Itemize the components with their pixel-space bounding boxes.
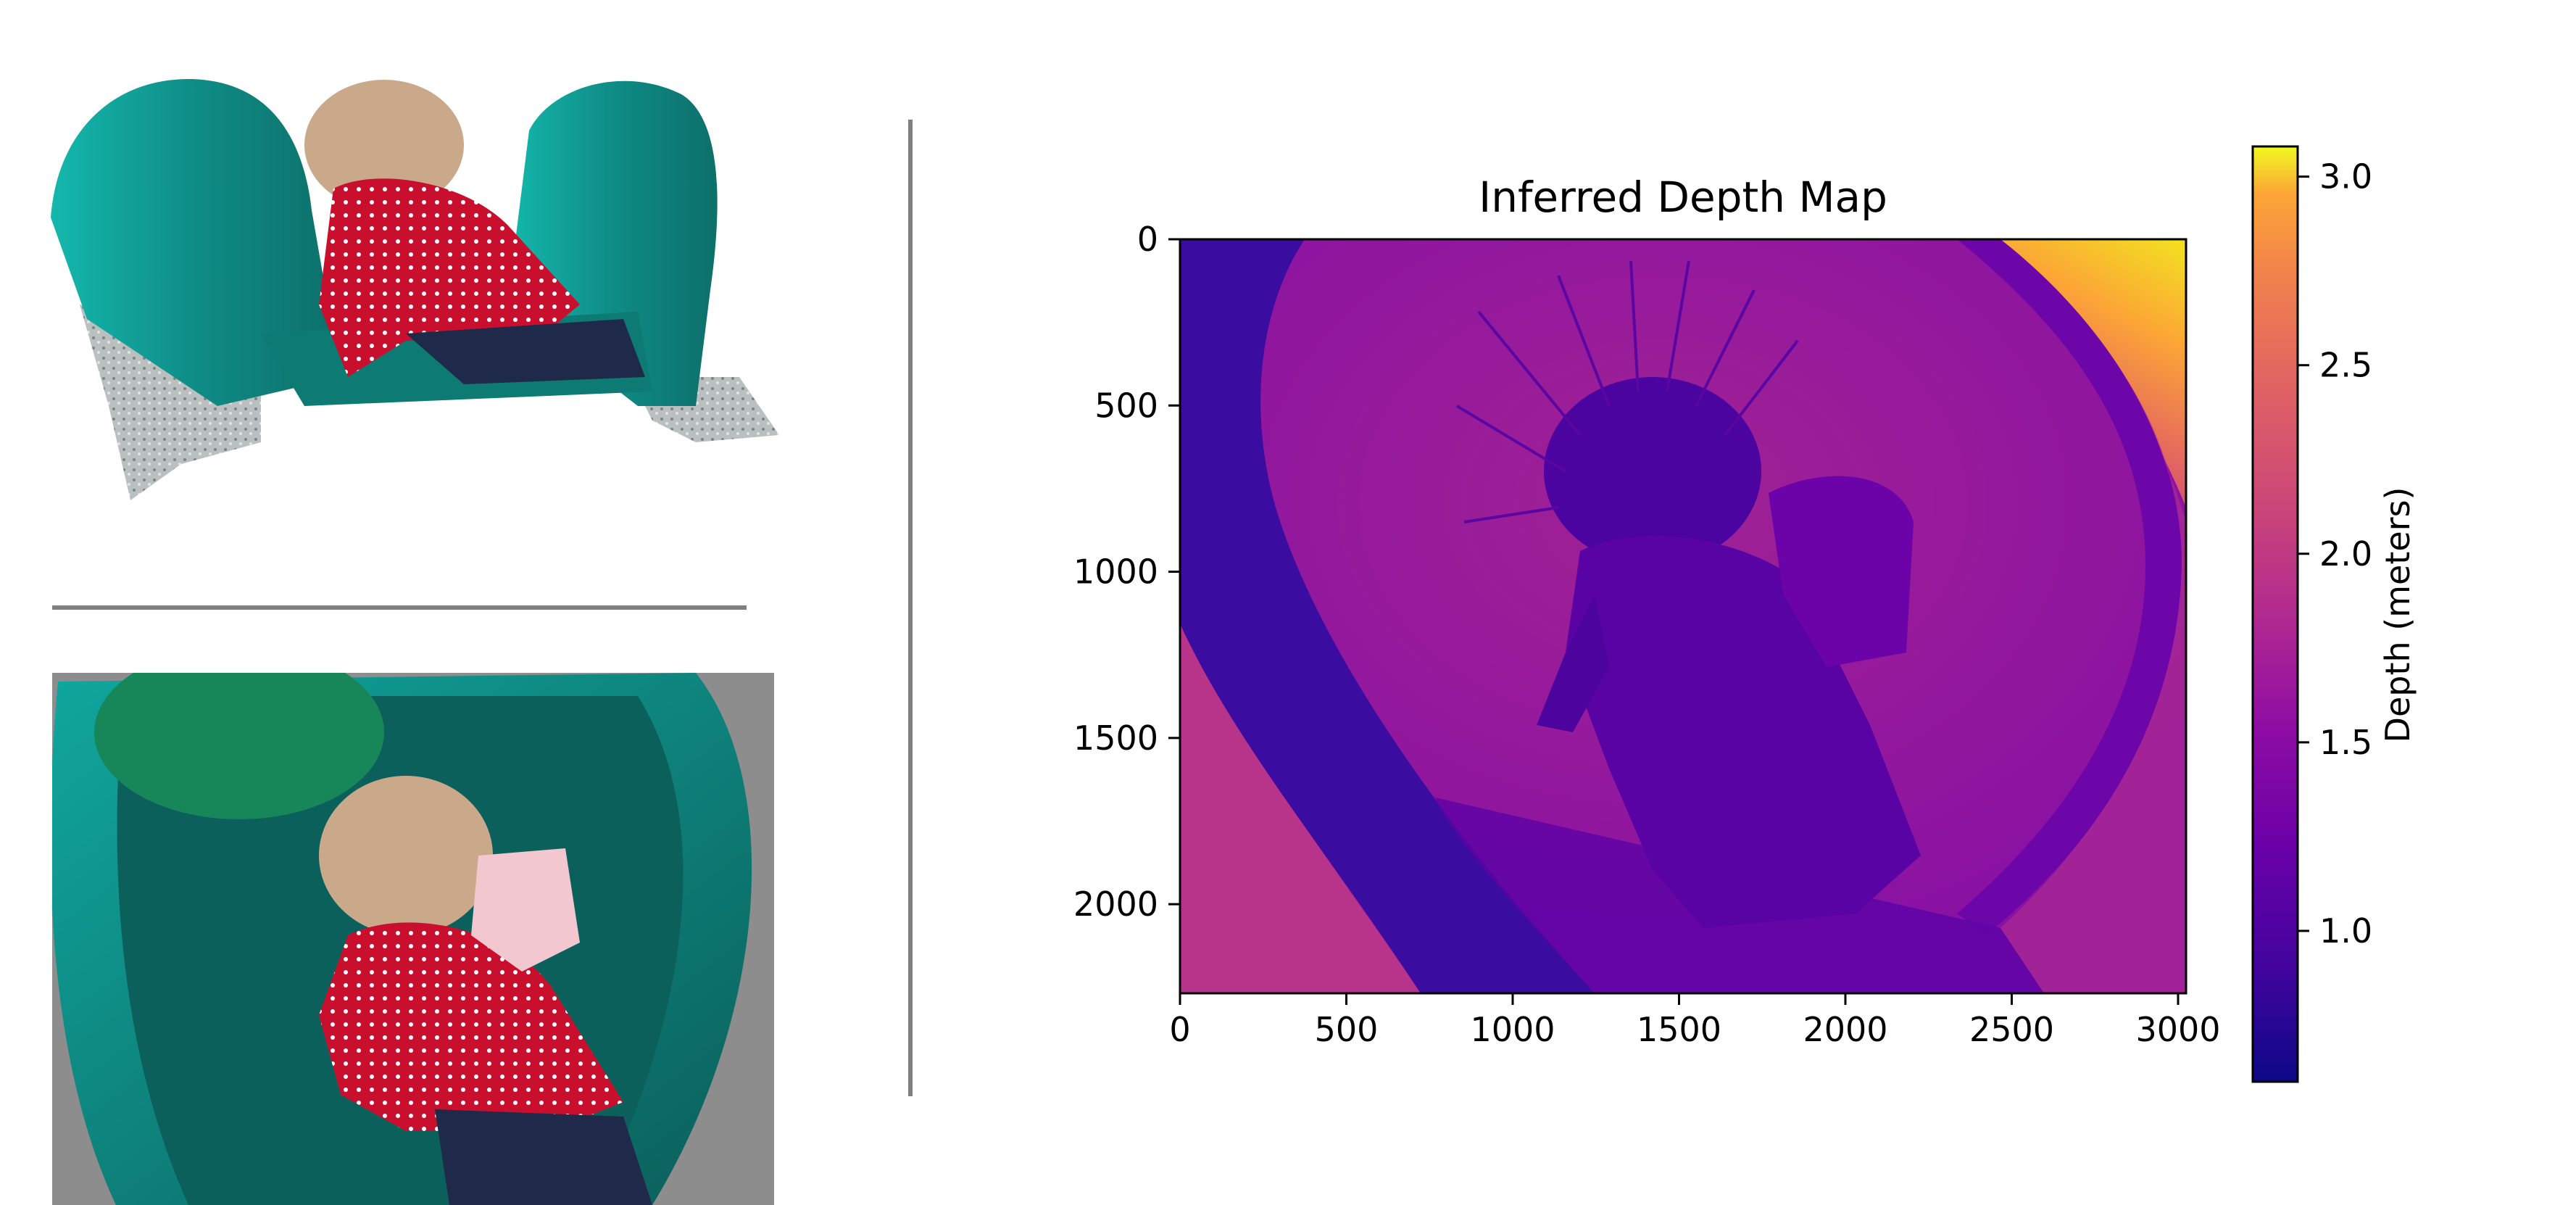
point-cloud-pants [406,319,645,384]
y-tick-label: 2000 [1073,885,1158,924]
x-tick-label: 2000 [1803,1010,1887,1049]
x-tick-label: 3000 [2135,1010,2220,1049]
heatmap-right-slide-band [1957,239,2182,935]
point-cloud-slide-left [51,79,341,406]
colorbar-ticks: 1.0 1.5 2.0 2.5 3.0 [2298,157,2372,951]
point-cloud-view [51,79,779,500]
x-tick-label: 2500 [1969,1010,2054,1049]
heatmap-right-rim [1986,239,2186,993]
colorbar-gradient [2251,145,2299,1083]
y-tick-label: 1000 [1073,552,1158,592]
slide-photo [52,673,774,1205]
point-cloud-hair [304,80,464,210]
photo-green-tube [94,673,384,819]
x-tick-label: 1000 [1470,1010,1555,1049]
x-tick-label: 1500 [1637,1010,1721,1049]
colorbar-tick-label: 1.5 [2319,723,2372,762]
y-axis-ticks: 0 500 1000 1500 2000 [1073,220,1180,924]
x-tick-label: 500 [1315,1010,1379,1049]
depth-heatmap [1180,239,2186,993]
y-tick-label: 1500 [1073,719,1158,758]
colorbar-tick-label: 3.0 [2319,157,2372,196]
colorbar-tick-label: 1.0 [2319,911,2372,951]
colorbar-tick-label: 2.5 [2319,346,2372,385]
y-tick-label: 0 [1137,220,1158,259]
photo-child-hair [319,776,493,935]
heatmap-child-arm [1537,595,1609,732]
heatmap-frame [1179,238,2187,995]
heatmap-hair-strands [1455,260,1799,523]
chart-title: Inferred Depth Map [1479,173,1887,222]
heatmap-child-head [1544,377,1761,566]
y-tick-label: 500 [1094,386,1158,425]
photo-child-jacket [319,922,623,1131]
x-tick-label: 0 [1169,1010,1190,1049]
heatmap-child-body [1566,536,1921,928]
photo-child-pants [435,1109,652,1205]
heatmap-child-backpack [1769,476,1914,667]
x-axis-ticks: 0 500 1000 1500 2000 2500 3000 [1169,993,2221,1049]
photo-backpack [471,848,580,972]
heatmap-top-right-ground [1986,239,2186,508]
colorbar-label: Depth (meters) [2378,487,2417,743]
heatmap-child-silhouette [1455,260,1921,928]
heatmap-left-rail [1180,239,1595,993]
heatmap-lower-left-ground [1180,624,1421,993]
colorbar-tick-label: 2.0 [2319,534,2372,573]
